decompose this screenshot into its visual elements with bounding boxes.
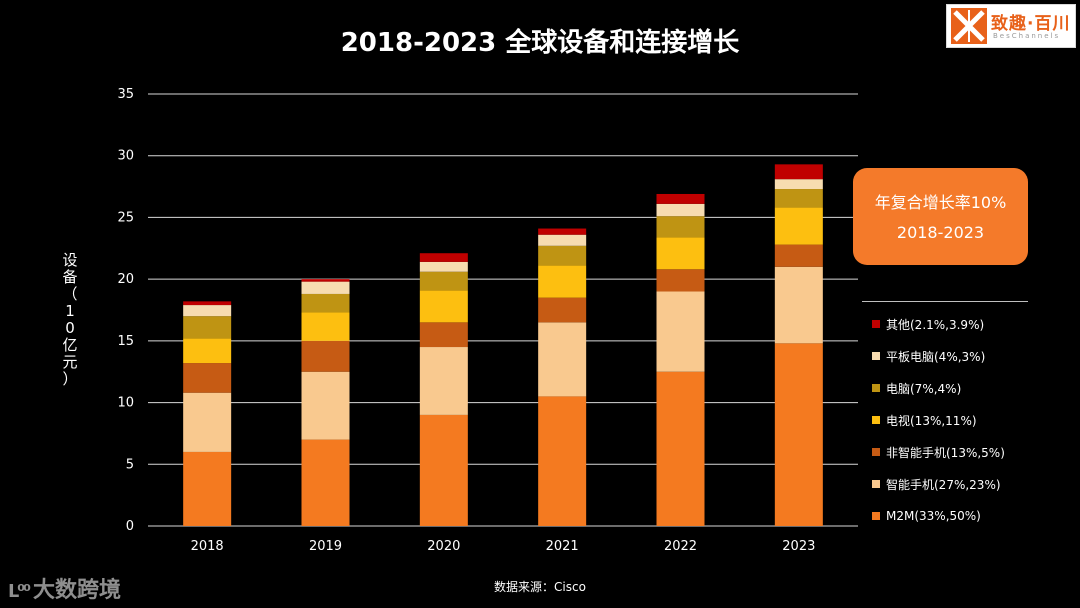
bar-segment	[656, 193, 705, 204]
bar-segment	[301, 312, 350, 341]
legend-item: 电视(13%,11%)	[862, 404, 1028, 436]
chart-title: 2018-2023 全球设备和连接增长	[340, 28, 740, 58]
legend-label: 其他(2.1%,3.9%)	[886, 317, 985, 332]
bar-segment	[656, 371, 705, 526]
bar-segment	[419, 271, 468, 291]
y-tick-label: 10	[117, 396, 134, 411]
cagr-rate: 年复合增长率10%	[874, 193, 1007, 212]
y-tick-label: 5	[126, 457, 134, 472]
legend-item: 非智能手机(13%,5%)	[862, 436, 1028, 468]
legend-label: M2M(33%,50%)	[886, 509, 981, 523]
legend-item: M2M(33%,50%)	[862, 500, 1028, 532]
x-tick-label: 2022	[664, 539, 697, 554]
bar-segment	[538, 228, 587, 235]
bar-segment	[538, 322, 587, 397]
bar-segment	[183, 338, 232, 364]
bar-segment	[656, 269, 705, 292]
bar-segment	[656, 291, 705, 372]
bar-segment	[419, 290, 468, 323]
bar-segment	[183, 392, 232, 452]
bar-segment	[774, 189, 823, 208]
legend: 其他(2.1%,3.9%) 平板电脑(4%,3%) 电脑(7%,4%) 电视(13%,…	[862, 301, 1028, 532]
brand-logo: 致趣·百川 BesChannels	[946, 4, 1076, 48]
bar-segment	[774, 343, 823, 526]
bar-segment	[656, 216, 705, 238]
bar-segment	[538, 245, 587, 266]
bar-segment	[538, 234, 587, 246]
bar-segment	[301, 279, 350, 282]
y-tick-label: 35	[117, 87, 134, 102]
cagr-callout: 年复合增长率10% 2018-2023	[853, 168, 1028, 265]
y-tick-label: 20	[117, 272, 134, 287]
watermark: ᒪ⁰⁰ 大数跨境	[8, 572, 121, 604]
legend-swatch	[872, 512, 880, 520]
y-tick-label: 15	[117, 334, 134, 349]
bar-segment	[301, 439, 350, 526]
bar-segment	[183, 316, 232, 339]
bar-segment	[419, 347, 468, 415]
legend-label: 非智能手机(13%,5%)	[886, 445, 1005, 460]
watermark-icon: ᒪ⁰⁰	[8, 581, 31, 602]
x-tick-label: 2023	[782, 539, 815, 554]
x-tick-label: 2020	[427, 539, 460, 554]
bar-segment	[301, 281, 350, 294]
bar-segment	[183, 363, 232, 393]
bar-segment	[774, 266, 823, 344]
bar-segment	[774, 179, 823, 190]
bar-segment	[774, 207, 823, 245]
bar-segment	[656, 237, 705, 270]
y-tick-label: 25	[117, 210, 134, 225]
legend-item: 智能手机(27%,23%)	[862, 468, 1028, 500]
bar-segment	[183, 305, 232, 317]
legend-item: 其他(2.1%,3.9%)	[862, 308, 1028, 340]
bar-segment	[301, 340, 350, 372]
legend-label: 平板电脑(4%,3%)	[886, 349, 986, 364]
bar-segment	[183, 451, 232, 526]
legend-item: 电脑(7%,4%)	[862, 372, 1028, 404]
bar-segment	[419, 253, 468, 262]
bar-segment	[419, 414, 468, 526]
watermark-text: 大数跨境	[33, 578, 122, 603]
legend-swatch	[872, 416, 880, 424]
x-tick-label: 2021	[546, 539, 579, 554]
brand-name: 致趣·百川	[991, 14, 1071, 34]
bar-segment	[419, 322, 468, 348]
legend-label: 电视(13%,11%)	[886, 413, 977, 428]
data-source: 数据来源：Cisco	[494, 580, 586, 594]
bar-segment	[301, 293, 350, 313]
bar-segment	[538, 297, 587, 323]
x-tick-label: 2018	[191, 539, 224, 554]
legend-swatch	[872, 320, 880, 328]
legend-swatch	[872, 480, 880, 488]
brand-subtitle: BesChannels	[993, 32, 1061, 40]
bar-segment	[774, 164, 823, 180]
legend-swatch	[872, 448, 880, 456]
bar-segment	[774, 244, 823, 267]
legend-label: 电脑(7%,4%)	[886, 381, 962, 396]
x-tick-label: 2019	[309, 539, 342, 554]
y-tick-label: 0	[126, 519, 134, 534]
brand-mark-icon	[951, 8, 987, 44]
legend-swatch	[872, 384, 880, 392]
y-axis-label: 设备（1 0 亿元）	[62, 251, 78, 388]
legend-swatch	[872, 352, 880, 360]
cagr-period: 2018-2023	[896, 223, 985, 242]
bar-segment	[656, 203, 705, 217]
legend-label: 智能手机(27%,23%)	[886, 477, 1001, 492]
bar-segment	[183, 301, 232, 306]
bar-segment	[301, 371, 350, 440]
y-tick-label: 30	[117, 149, 134, 164]
bar-segment	[419, 261, 468, 272]
bar-segment	[538, 265, 587, 298]
bar-segment	[538, 396, 587, 526]
legend-item: 平板电脑(4%,3%)	[862, 340, 1028, 372]
